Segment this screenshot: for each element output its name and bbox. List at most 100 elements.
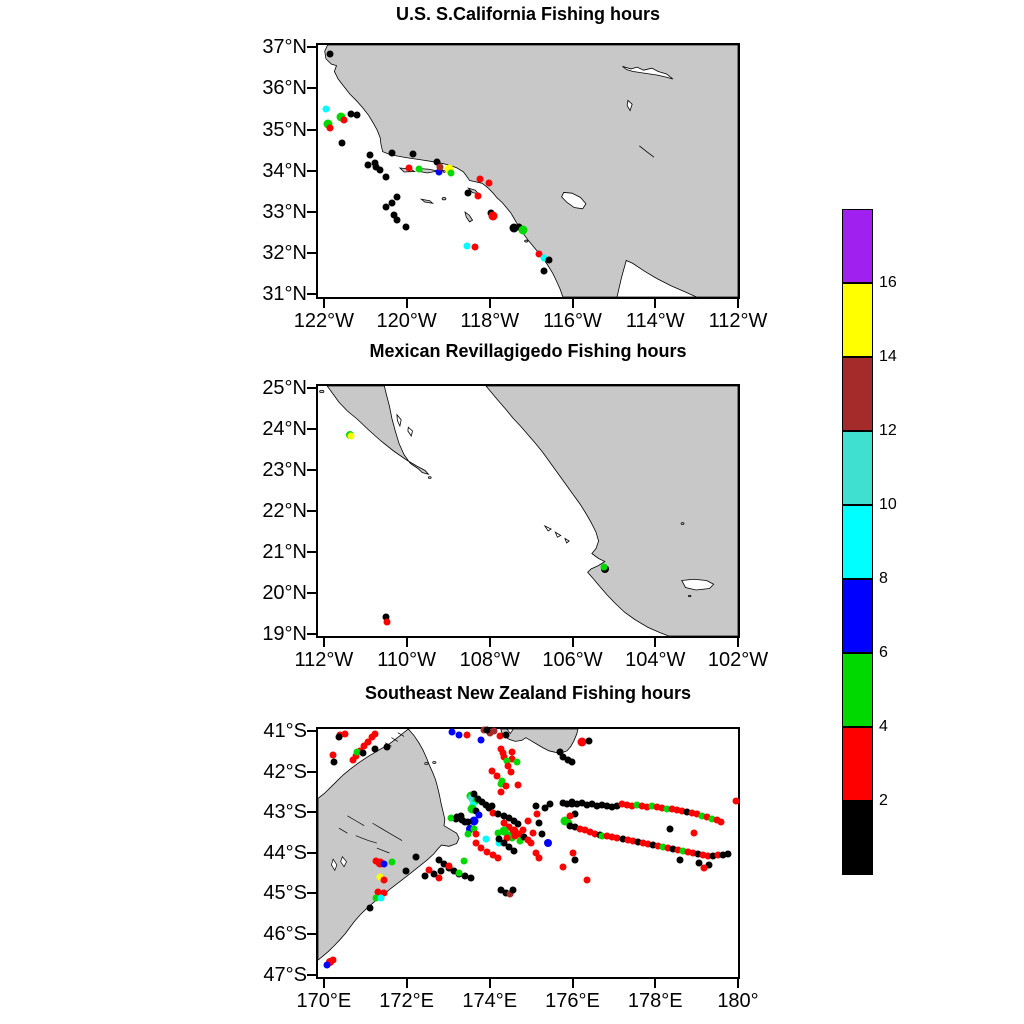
data-point (510, 817, 518, 825)
data-point (683, 808, 691, 816)
data-point (435, 168, 443, 175)
data-point (382, 173, 390, 181)
data-point (623, 801, 631, 809)
wellington-harbour-notch (507, 729, 513, 733)
axis-tick-y (307, 591, 316, 594)
data-point (444, 164, 454, 174)
data-point (372, 857, 380, 865)
data-point (371, 730, 379, 738)
data-point (502, 889, 510, 897)
axis-tick-label-x: 118°W (460, 310, 520, 332)
data-point (689, 849, 697, 857)
data-point (383, 743, 391, 751)
data-point (341, 730, 349, 738)
axis-tick-y (307, 387, 316, 389)
data-point (380, 860, 388, 868)
data-point (600, 563, 608, 571)
axis-tick-label-y: 46°S (263, 922, 307, 945)
axis-tick-label-y: 42°S (263, 760, 307, 783)
colorbar-segment (842, 653, 873, 727)
data-point (708, 815, 716, 823)
data-point (447, 169, 455, 177)
axis-tick-x (571, 638, 574, 647)
data-point (674, 846, 682, 854)
data-point (511, 832, 519, 840)
axis-tick-y (307, 252, 316, 255)
axis-tick-x (654, 979, 657, 988)
data-point (618, 800, 626, 808)
colorbar-segment (842, 505, 873, 579)
axis-tick-label-x: 110°W (377, 649, 436, 671)
axis-tick-label-y: 21°N (262, 540, 307, 563)
data-point (509, 886, 517, 894)
data-point (533, 810, 541, 818)
data-point (437, 867, 445, 875)
data-point (563, 800, 571, 808)
isla-espiritu-santo (408, 427, 413, 436)
panel-title-revillagigedo: Mexican Revillagigedo Fishing hours (369, 341, 687, 361)
data-point (499, 826, 509, 836)
data-point (588, 800, 596, 808)
data-point (568, 758, 576, 766)
colorbar-segment (842, 727, 873, 801)
data-point (497, 886, 505, 894)
data-point (509, 223, 519, 233)
data-point (704, 852, 712, 860)
data-point (388, 858, 396, 866)
data-point (527, 839, 535, 847)
data-point (560, 816, 570, 826)
north-island-south-tip (501, 729, 578, 753)
coronado-islands (525, 240, 528, 242)
data-point (541, 804, 549, 812)
data-point (719, 851, 727, 859)
axis-tick-y (307, 46, 316, 49)
colorbar-segment (842, 209, 873, 283)
land-california (325, 45, 738, 297)
data-point (371, 745, 379, 753)
data-point (695, 859, 703, 867)
data-point (393, 216, 401, 224)
data-point (412, 853, 420, 861)
axis-tick-x (737, 638, 739, 647)
data-point (504, 762, 512, 770)
data-point (474, 192, 482, 200)
colorbar-segment (842, 801, 873, 875)
data-point (371, 159, 379, 167)
axis-tick-x (322, 638, 325, 647)
data-point (469, 816, 479, 826)
lake-mohave (627, 100, 632, 110)
data-point (497, 780, 505, 788)
isla-cerralvo (397, 415, 401, 426)
data-point (453, 813, 461, 821)
data-point (717, 818, 725, 826)
coastline-map-new-zealand (318, 729, 738, 977)
lake-tekapo (341, 857, 347, 867)
data-point (458, 816, 466, 824)
data-point (393, 193, 401, 201)
data-point (559, 753, 567, 761)
panel-title-california: U.S. S.California Fishing hours (395, 4, 661, 24)
data-point (488, 767, 496, 775)
colorbar-label: 10 (879, 496, 897, 513)
data-point (326, 50, 334, 58)
axis-tick-label-y: 35°N (262, 118, 307, 141)
colorbar-label: 4 (879, 718, 888, 735)
axis-tick-x (322, 299, 325, 308)
data-point (669, 845, 677, 853)
data-point (693, 810, 701, 818)
axis-tick-y (307, 851, 316, 854)
data-point (330, 758, 338, 766)
data-point (709, 852, 717, 860)
mainland-mexico (486, 386, 738, 636)
data-point (559, 863, 567, 871)
axis-tick-y (307, 811, 316, 814)
south-island (318, 729, 459, 960)
data-point (485, 179, 493, 187)
data-point (474, 795, 482, 803)
colorbar-label: 16 (879, 274, 897, 291)
axis-tick-label-y: 37°N (262, 36, 307, 59)
data-point (495, 835, 503, 843)
axis-tick-y (307, 770, 316, 773)
map-panel-california (316, 43, 740, 299)
data-point (540, 267, 548, 275)
